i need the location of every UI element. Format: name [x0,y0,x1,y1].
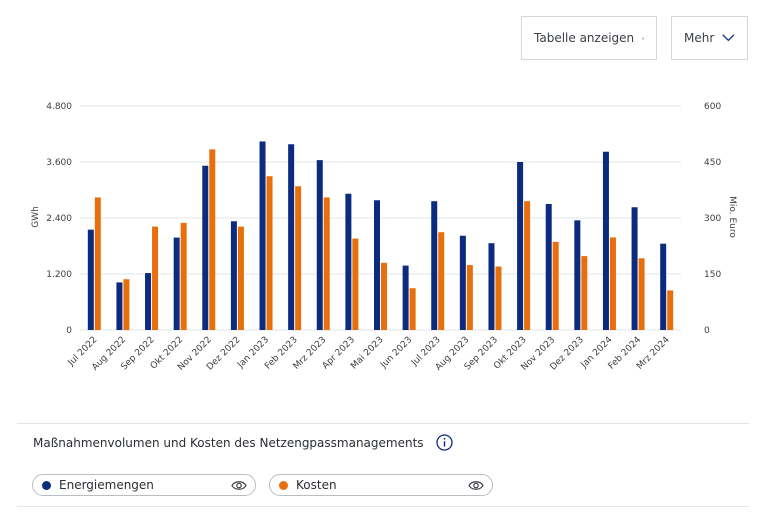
bars [87,141,674,330]
show-table-label: Tabelle anzeigen [534,31,635,45]
bar-kosten[interactable] [152,226,159,330]
gridlines [80,105,681,331]
eye-icon[interactable] [231,480,247,491]
bar-energiemengen[interactable] [402,265,409,330]
legend-dot-energiemengen [42,480,51,490]
left-axis-ticks: 0 1.200 2.400 3.600 4.800 [46,102,72,336]
caption-text: Maßnahmenvolumen und Kosten des Netzengp… [33,435,424,450]
legend-item-kosten[interactable]: Kosten [269,474,493,496]
bar-kosten[interactable] [266,176,273,330]
bar-energiemengen[interactable] [459,235,466,330]
bar-energiemengen[interactable] [545,204,552,330]
bar-energiemengen[interactable] [87,229,94,330]
bar-energiemengen[interactable] [345,193,352,330]
right-tick-label: 150 [704,270,721,280]
bar-kosten[interactable] [581,256,588,330]
bar-energiemengen[interactable] [173,237,180,330]
bar-kosten[interactable] [352,238,359,330]
right-axis-label: Mio. Euro [727,196,737,238]
left-tick-label: 1.200 [46,270,72,280]
left-axis-label: GWh [31,206,41,228]
bar-kosten[interactable] [409,288,416,330]
legend-label-kosten: Kosten [296,478,337,492]
legend-label-energiemengen: Energiemengen [59,478,154,492]
bar-energiemengen[interactable] [230,221,237,330]
bar-energiemengen[interactable] [202,165,209,330]
eye-icon[interactable] [468,480,484,491]
right-tick-label: 600 [704,102,721,112]
right-tick-label: 0 [704,326,710,336]
bar-energiemengen[interactable] [316,160,323,330]
bar-energiemengen[interactable] [374,200,380,330]
bar-energiemengen[interactable] [488,243,495,330]
more-label: Mehr [684,31,715,45]
bar-kosten[interactable] [237,226,244,330]
bar-energiemengen[interactable] [288,144,295,330]
bar-kosten[interactable] [123,279,130,330]
bar-kosten[interactable] [609,237,616,330]
legend-item-energiemengen[interactable]: Energiemengen [32,474,256,496]
left-tick-label: 0 [66,326,72,336]
left-tick-label: 4.800 [46,102,72,112]
table-layout-icon [642,37,644,39]
bar-kosten[interactable] [323,197,330,330]
top-divider [17,423,749,424]
legend-dot-kosten [279,480,288,490]
bar-energiemengen[interactable] [574,220,581,330]
info-icon[interactable] [435,434,453,451]
bar-kosten[interactable] [180,222,187,330]
bar-energiemengen[interactable] [602,151,609,330]
bar-kosten[interactable] [94,197,101,330]
bar-energiemengen[interactable] [259,141,266,330]
right-tick-label: 450 [704,158,721,168]
bar-kosten[interactable] [381,262,387,330]
bar-energiemengen[interactable] [631,207,638,330]
bar-kosten[interactable] [209,149,216,330]
bar-energiemengen[interactable] [660,243,667,330]
bar-energiemengen[interactable] [517,162,524,330]
right-tick-label: 300 [704,214,721,224]
right-axis-ticks: 0 150 300 450 600 [704,102,721,336]
bar-energiemengen[interactable] [116,282,123,330]
chevron-down-icon [722,34,735,42]
bar-kosten[interactable] [438,232,445,330]
bar-kosten[interactable] [524,201,531,330]
bar-kosten[interactable] [495,266,502,330]
left-tick-label: 3.600 [46,158,72,168]
bottom-divider [17,506,749,507]
bar-kosten[interactable] [667,290,674,330]
bar-kosten[interactable] [552,241,559,330]
bar-kosten[interactable] [295,186,302,330]
more-button[interactable]: Mehr [671,16,748,60]
bar-energiemengen[interactable] [145,273,152,330]
left-tick-label: 2.400 [46,214,72,224]
chart-caption: Maßnahmenvolumen und Kosten des Netzengp… [33,434,453,451]
show-table-button[interactable]: Tabelle anzeigen [521,16,657,60]
bar-energiemengen[interactable] [431,201,438,330]
bar-kosten[interactable] [638,258,645,330]
bar-kosten[interactable] [466,265,473,330]
